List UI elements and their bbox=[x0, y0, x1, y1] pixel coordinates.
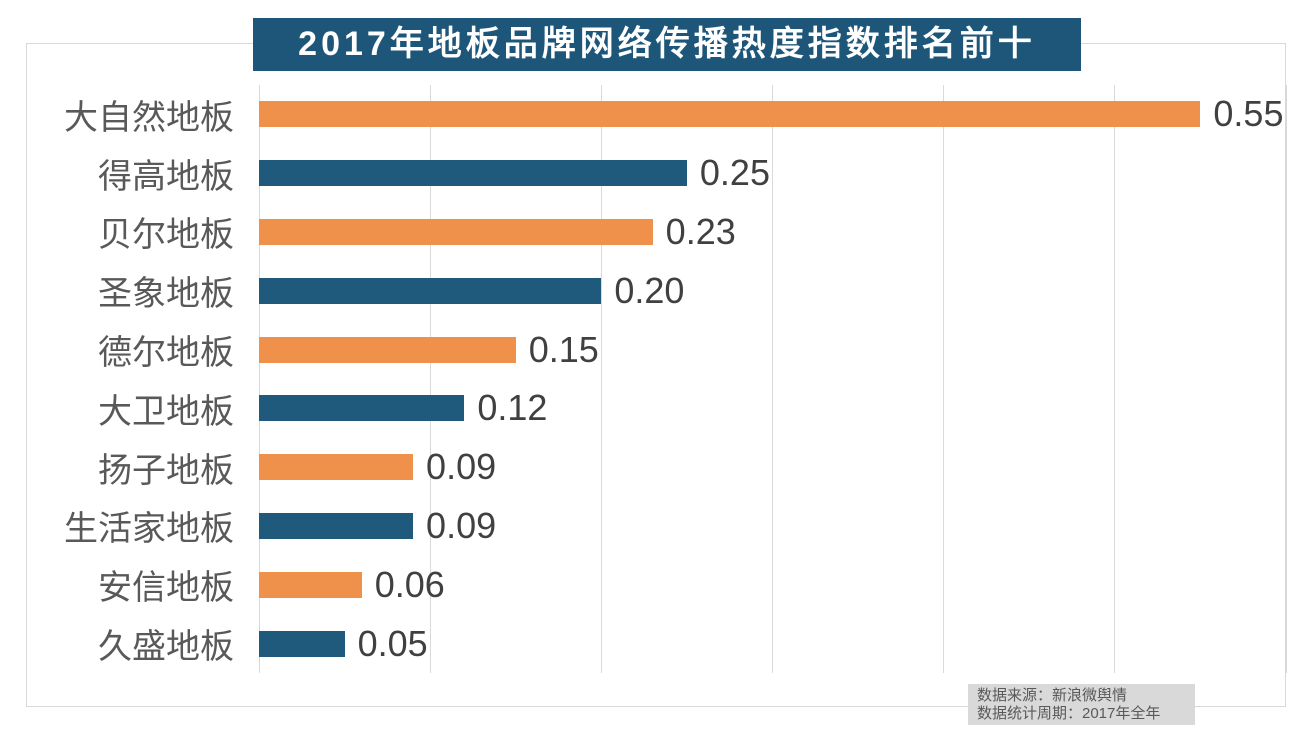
category-label: 大自然地板 bbox=[64, 98, 234, 137]
category-label: 生活家地板 bbox=[64, 510, 234, 549]
bar-row: 0.09 bbox=[259, 438, 1286, 497]
value-label: 0.25 bbox=[699, 152, 770, 194]
bar-row: 0.12 bbox=[259, 379, 1286, 438]
value-label: 0.09 bbox=[426, 446, 497, 488]
bar-row: 0.06 bbox=[259, 555, 1286, 614]
bar bbox=[259, 454, 414, 481]
source-line-1: 数据来源：新浪微舆情 bbox=[977, 687, 1128, 704]
bar-row: 0.20 bbox=[259, 261, 1286, 320]
bar bbox=[259, 277, 602, 304]
source-note: 数据来源：新浪微舆情 数据统计周期：2017年全年 bbox=[968, 684, 1195, 725]
value-label: 0.06 bbox=[374, 563, 445, 605]
plot-area: 0.55 0.25 0.23 0.20 0.15 0.12 0.09 0.09 0.06 0.05 bbox=[258, 85, 1287, 673]
bar-row: 0.23 bbox=[259, 203, 1286, 262]
bar-row: 0.15 bbox=[259, 320, 1286, 379]
category-label: 得高地板 bbox=[98, 157, 234, 196]
category-label: 扬子地板 bbox=[98, 451, 234, 490]
bar-row: 0.09 bbox=[259, 497, 1286, 556]
category-label: 德尔地板 bbox=[98, 334, 234, 373]
value-label: 0.12 bbox=[477, 387, 548, 429]
bar bbox=[259, 512, 414, 539]
value-label: 0.05 bbox=[357, 622, 428, 664]
category-label: 圣象地板 bbox=[98, 275, 234, 314]
bar-row: 0.05 bbox=[259, 614, 1286, 673]
source-line-2: 数据统计周期：2017年全年 bbox=[977, 705, 1161, 722]
bar bbox=[259, 630, 345, 657]
gridline bbox=[1285, 85, 1287, 673]
bar-row: 0.25 bbox=[259, 144, 1286, 203]
bar bbox=[259, 101, 1201, 128]
category-label: 久盛地板 bbox=[98, 628, 234, 667]
category-axis-labels: 大自然地板得高地板贝尔地板圣象地板德尔地板大卫地板扬子地板生活家地板安信地板久盛… bbox=[0, 85, 234, 673]
gridline bbox=[600, 85, 602, 673]
gridline bbox=[943, 85, 945, 673]
gridline bbox=[258, 85, 260, 673]
gridline bbox=[429, 85, 431, 673]
bar bbox=[259, 160, 687, 187]
value-label: 0.15 bbox=[528, 328, 599, 370]
gridline bbox=[772, 85, 773, 673]
bar bbox=[259, 571, 362, 598]
bar-row: 0.55 bbox=[259, 85, 1286, 144]
bar-rows: 0.55 0.25 0.23 0.20 0.15 0.12 0.09 0.09 0.06 0.05 bbox=[259, 85, 1286, 673]
gridline bbox=[1114, 85, 1116, 673]
bar bbox=[259, 218, 653, 245]
value-label: 0.09 bbox=[426, 504, 497, 546]
chart-title: 2017年地板品牌网络传播热度指数排名前十 bbox=[253, 18, 1081, 71]
bar bbox=[259, 395, 465, 422]
category-label: 安信地板 bbox=[98, 569, 234, 608]
category-label: 贝尔地板 bbox=[98, 216, 234, 255]
value-label: 0.55 bbox=[1213, 93, 1284, 135]
bar bbox=[259, 336, 516, 363]
value-label: 0.23 bbox=[665, 210, 736, 252]
category-label: 大卫地板 bbox=[98, 392, 234, 431]
value-label: 0.20 bbox=[614, 269, 685, 311]
